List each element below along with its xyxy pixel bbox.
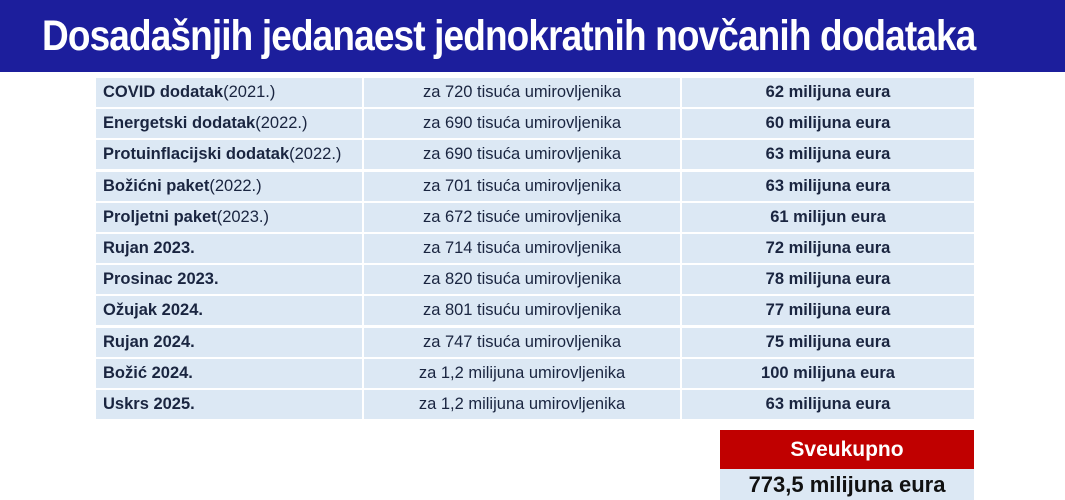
supplement-name: Proljetni paket: [103, 207, 217, 226]
supplement-name: Božićni paket: [103, 176, 210, 195]
recipients-cell: za 801 tisuću umirovljenika: [364, 296, 682, 326]
supplement-name: Božić 2024.: [103, 363, 193, 382]
total-label: Sveukupno: [720, 430, 974, 469]
supplement-name: Protuinflacijski dodatak: [103, 145, 290, 164]
table-row: Uskrs 2025. za 1,2 milijuna umirovljenik…: [96, 389, 974, 419]
supplement-name-cell: Ožujak 2024.: [96, 296, 364, 326]
supplement-name: Energetski dodatak: [103, 114, 256, 133]
supplement-name: Uskrs 2025.: [103, 394, 195, 413]
table-row: Božić 2024. za 1,2 milijuna umirovljenik…: [96, 358, 974, 388]
table-row: Proljetni paket (2023.) za 672 tisuće um…: [96, 202, 974, 232]
supplement-name: Rujan 2024.: [103, 332, 195, 351]
table-row: Ožujak 2024. za 801 tisuću umirovljenika…: [96, 296, 974, 326]
supplement-name: COVID dodatak: [103, 83, 224, 101]
table-row: Rujan 2023. za 714 tisuća umirovljenika …: [96, 233, 974, 263]
supplement-name-cell: Božićni paket (2022.): [96, 171, 364, 201]
supplement-year: (2022.): [209, 176, 262, 195]
title-banner: Dosadašnjih jedanaest jednokratnih novča…: [0, 0, 1065, 72]
recipients-cell: za 690 tisuća umirovljenika: [364, 109, 682, 139]
supplement-year: (2021.): [223, 83, 276, 101]
table-row: Protuinflacijski dodatak (2022.) za 690 …: [96, 140, 974, 170]
supplement-name-cell: Rujan 2023.: [96, 233, 364, 263]
recipients-cell: za 1,2 milijuna umirovljenika: [364, 389, 682, 419]
recipients-cell: za 820 tisuća umirovljenika: [364, 265, 682, 295]
amount-cell: 78 milijuna eura: [765, 270, 891, 289]
recipients-cell: za 701 tisuća umirovljenika: [364, 171, 682, 201]
table-row: Božićni paket (2022.) za 701 tisuća umir…: [96, 171, 974, 201]
table-row: Rujan 2024. za 747 tisuća umirovljenika …: [96, 327, 974, 357]
supplement-name-cell: Uskrs 2025.: [96, 389, 364, 419]
supplements-table: COVID dodatak (2021.) za 720 tisuća umir…: [96, 78, 974, 421]
amount-cell: 63 milijuna eura: [765, 394, 891, 413]
recipients-cell: za 690 tisuća umirovljenika: [364, 140, 682, 170]
recipients-cell: za 720 tisuća umirovljenika: [364, 78, 682, 107]
supplement-name: Ožujak 2024.: [103, 301, 203, 320]
supplement-name-cell: Proljetni paket (2023.): [96, 202, 364, 232]
recipients-cell: za 747 tisuća umirovljenika: [364, 327, 682, 357]
recipients-cell: za 672 tisuće umirovljenika: [364, 202, 682, 232]
supplement-name-cell: Božić 2024.: [96, 358, 364, 388]
supplement-name-cell: COVID dodatak (2021.): [96, 78, 364, 107]
supplement-year: (2022.): [255, 114, 308, 133]
amount-cell: 63 milijuna eura: [765, 145, 891, 164]
recipients-cell: za 714 tisuća umirovljenika: [364, 233, 682, 263]
supplement-name-cell: Prosinac 2023.: [96, 265, 364, 295]
amount-cell: 61 milijun eura: [770, 207, 886, 226]
supplement-name: Rujan 2023.: [103, 238, 195, 257]
amount-cell: 75 milijuna eura: [765, 332, 891, 351]
amount-cell: 100 milijuna eura: [761, 363, 895, 382]
supplement-name: Prosinac 2023.: [103, 270, 219, 289]
supplement-name-cell: Rujan 2024.: [96, 327, 364, 357]
supplement-year: (2022.): [289, 145, 342, 164]
amount-cell: 60 milijuna eura: [765, 114, 891, 133]
table-row: COVID dodatak (2021.) za 720 tisuća umir…: [96, 78, 974, 107]
supplement-name-cell: Energetski dodatak (2022.): [96, 109, 364, 139]
table-row: Energetski dodatak (2022.) za 690 tisuća…: [96, 109, 974, 139]
recipients-cell: za 1,2 milijuna umirovljenika: [364, 358, 682, 388]
supplement-name-cell: Protuinflacijski dodatak (2022.): [96, 140, 364, 170]
page-title: Dosadašnjih jedanaest jednokratnih novča…: [42, 11, 976, 60]
amount-cell: 63 milijuna eura: [765, 176, 891, 195]
table-row: Prosinac 2023. za 820 tisuća umirovljeni…: [96, 265, 974, 295]
supplement-year: (2023.): [216, 207, 269, 226]
total-value: 773,5 milijuna eura: [720, 469, 974, 500]
amount-cell: 77 milijuna eura: [765, 301, 891, 320]
amount-cell: 62 milijuna eura: [765, 83, 891, 101]
amount-cell: 72 milijuna eura: [765, 238, 891, 257]
